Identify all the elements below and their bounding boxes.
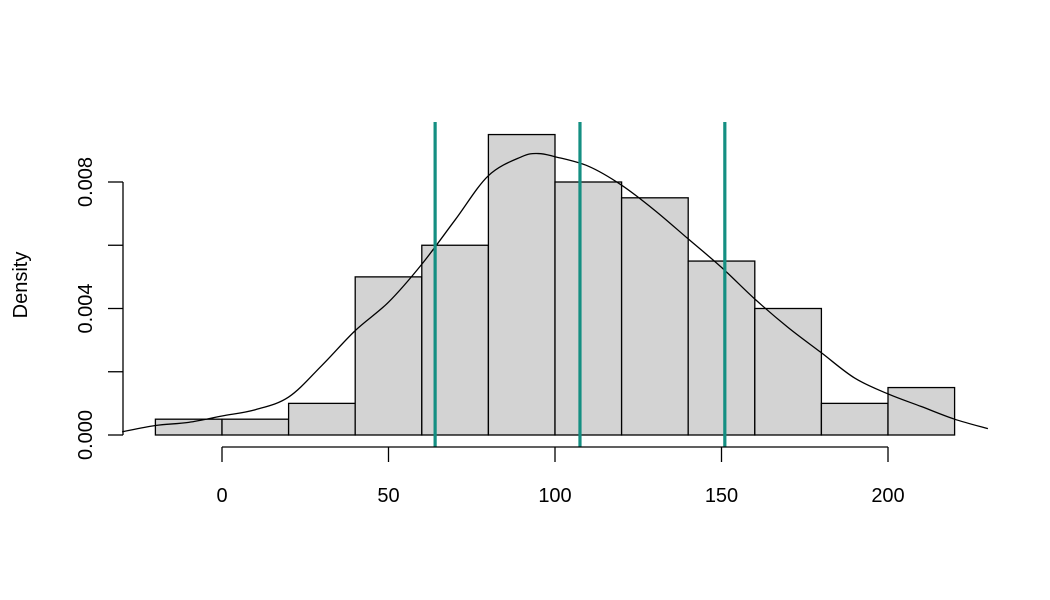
histogram-bar [754, 307, 823, 436]
y-axis-title: Density [10, 252, 32, 319]
x-tick-label: 50 [377, 485, 399, 507]
x-tick-label: 100 [538, 485, 571, 507]
histogram-bar [154, 418, 223, 436]
histogram-bar [554, 181, 623, 436]
x-tick-label: 200 [871, 485, 904, 507]
histogram-bar [287, 402, 356, 436]
histogram-bar [487, 133, 556, 436]
histogram-bar [221, 418, 290, 436]
y-tick-label: 0.000 [75, 410, 97, 460]
x-axis: 0 50 100 150 200 [216, 446, 905, 507]
x-tick-label: 0 [216, 485, 227, 507]
histogram-bar [687, 260, 756, 436]
density-curve [121, 152, 989, 433]
histogram-bar [820, 402, 889, 436]
histogram-bar [421, 244, 490, 436]
reference-lines-group [433, 122, 727, 447]
histogram-bar [354, 276, 423, 436]
x-tick-label: 150 [705, 485, 738, 507]
bars-group [154, 133, 956, 436]
y-axis: 0.000 0.004 0.008 [75, 157, 124, 460]
histogram-bar [887, 386, 956, 436]
y-tick-label: 0.008 [75, 157, 97, 207]
y-tick-label: 0.004 [75, 283, 97, 333]
histogram-bar [620, 197, 689, 436]
density-curve-group [121, 152, 989, 433]
